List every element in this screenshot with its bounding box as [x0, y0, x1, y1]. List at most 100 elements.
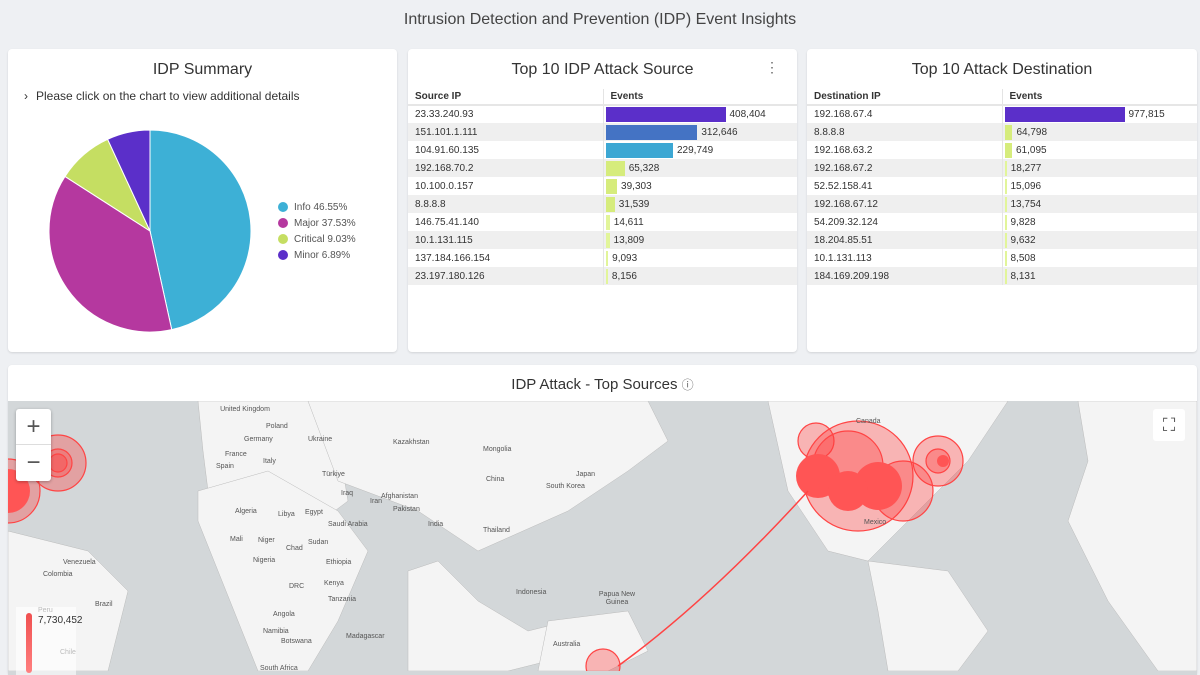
map-label: Japan [576, 471, 596, 478]
events-cell: 18,277 [1001, 159, 1197, 177]
ip-cell: 104.91.60.135 [415, 144, 479, 156]
table-row[interactable]: 146.75.41.140 14,611 [408, 213, 797, 231]
event-count: 9,093 [612, 252, 638, 264]
map-label: Thailand [483, 527, 510, 534]
map-label: Germany [244, 436, 273, 443]
event-count: 18,277 [1010, 162, 1042, 174]
pie-slice[interactable] [149, 129, 252, 331]
event-bar [1004, 250, 1007, 266]
event-count: 15,096 [1010, 180, 1042, 192]
events-cell: 14,611 [602, 213, 797, 231]
event-count: 64,798 [1016, 126, 1048, 138]
events-cell: 31,539 [602, 195, 797, 213]
card-title: IDP Attack - Top Sources [511, 376, 678, 393]
event-bar [1004, 214, 1007, 230]
map-label: Botswana [281, 638, 312, 645]
legend-item-minor[interactable]: Minor 6.89% [278, 247, 356, 263]
col-events[interactable]: Events [602, 89, 797, 106]
table-row[interactable]: 192.168.70.2 65,328 [408, 159, 797, 177]
col-destination-ip[interactable]: Destination IP [807, 89, 1002, 106]
map-label: Namibia [263, 628, 289, 635]
map-label: France [225, 451, 247, 458]
col-events[interactable]: Events [1001, 89, 1197, 106]
ip-cell: 192.168.63.2 [814, 144, 873, 156]
table-row[interactable]: 10.1.131.113 8,508 [807, 249, 1197, 267]
events-cell: 65,328 [602, 159, 797, 177]
events-cell: 8,508 [1001, 249, 1197, 267]
table-row[interactable]: 52.52.158.41 15,096 [807, 177, 1197, 195]
events-cell: 9,632 [1001, 231, 1197, 249]
legend-item-major[interactable]: Major 37.53% [278, 215, 356, 231]
map-label: Poland [266, 423, 288, 430]
events-cell: 13,809 [602, 231, 797, 249]
event-count: 8,131 [1010, 270, 1036, 282]
event-bar [605, 124, 698, 140]
map-label: Spain [216, 463, 234, 470]
pie-slice[interactable] [106, 129, 151, 232]
zoom-in-button[interactable]: + [16, 409, 51, 445]
event-bar [1004, 196, 1007, 212]
table-row[interactable]: 10.100.0.157 39,303 [408, 177, 797, 195]
table-row[interactable]: 8.8.8.8 31,539 [408, 195, 797, 213]
map-label: DRC [289, 583, 305, 590]
event-count: 13,809 [613, 234, 645, 246]
table-row[interactable]: 104.91.60.135 229,749 [408, 141, 797, 159]
legend-item-critical[interactable]: Critical 9.03% [278, 231, 356, 247]
ip-cell: 18.204.85.51 [807, 231, 1002, 249]
map-label: Egypt [305, 509, 323, 516]
pie-legend: Info 46.55% Major 37.53% Critical 9.03% … [278, 199, 356, 263]
map-label: Australia [553, 641, 581, 648]
event-bar [1004, 268, 1007, 284]
map-label: Tanzania [328, 596, 357, 603]
map-label: Pakistan [393, 506, 420, 513]
fullscreen-button[interactable]: ⛶ [1153, 409, 1185, 441]
pie-slice[interactable] [48, 175, 173, 333]
ip-cell: 192.168.67.2 [807, 159, 1002, 177]
col-source-ip[interactable]: Source IP [408, 89, 603, 106]
pie-chart[interactable] [8, 49, 397, 352]
map-label: Niger [258, 537, 275, 544]
event-bar [1004, 178, 1007, 194]
map-label: Chad [286, 545, 303, 552]
table-row[interactable]: 23.33.240.93 408,404 [408, 105, 797, 123]
world-map[interactable]: United Kingdom Poland Germany Ukraine France… [8, 401, 1197, 675]
event-count: 31,539 [618, 198, 650, 210]
table-row[interactable]: 23.197.180.126 8,156 [408, 267, 797, 285]
map-label: South Korea [546, 483, 585, 490]
map-card: IDP Attack - Top Sources ⓘ United Kingdo… [8, 365, 1197, 675]
more-menu-icon[interactable]: ⋮ [765, 59, 779, 75]
legend-item-info[interactable]: Info 46.55% [278, 199, 356, 215]
ip-cell: 23.197.180.126 [408, 267, 603, 285]
map-label: Afghanistan [381, 493, 418, 500]
ip-cell: 54.209.32.124 [814, 216, 878, 228]
map-label: Algeria [235, 508, 257, 515]
table-row[interactable]: 192.168.67.4 977,815 [807, 105, 1197, 123]
info-icon[interactable]: ⓘ [681, 378, 694, 392]
table-row[interactable]: 8.8.8.8 64,798 [807, 123, 1197, 141]
table-row[interactable]: 18.204.85.51 9,632 [807, 231, 1197, 249]
map-label: China [486, 476, 505, 483]
card-title: IDP Summary [152, 61, 253, 78]
table-row[interactable]: 137.184.166.154 9,093 [408, 249, 797, 267]
scale-legend: 7,730,452 [16, 607, 83, 675]
table-row[interactable]: 54.209.32.124 9,828 [807, 213, 1197, 231]
table-row[interactable]: 192.168.63.2 61,095 [807, 141, 1197, 159]
table-row[interactable]: 10.1.131.115 13,809 [408, 231, 797, 249]
map-label: Kazakhstan [393, 439, 430, 446]
table-row[interactable]: 151.101.1.111 312,646 [408, 123, 797, 141]
idp-summary-card: IDP Summary › Please click on the chart t… [8, 49, 397, 352]
events-cell: 312,646 [602, 123, 797, 141]
events-cell: 977,815 [1001, 105, 1197, 123]
events-cell: 64,798 [1001, 123, 1197, 141]
table-row[interactable]: 184.169.209.198 8,131 [807, 267, 1197, 285]
zoom-out-button[interactable]: − [26, 449, 41, 476]
event-bar [605, 214, 610, 230]
event-count: 408,404 [729, 109, 766, 120]
map-label: Iran [370, 498, 383, 505]
event-bar [1004, 124, 1013, 140]
event-count: 8,508 [1010, 252, 1036, 264]
table-row[interactable]: 192.168.67.12 13,754 [807, 195, 1197, 213]
destination-table: Destination IP Events 192.168.67.4 977,815 8… [807, 89, 1197, 285]
ip-cell: 10.100.0.157 [415, 180, 474, 192]
table-row[interactable]: 192.168.67.2 18,277 [807, 159, 1197, 177]
